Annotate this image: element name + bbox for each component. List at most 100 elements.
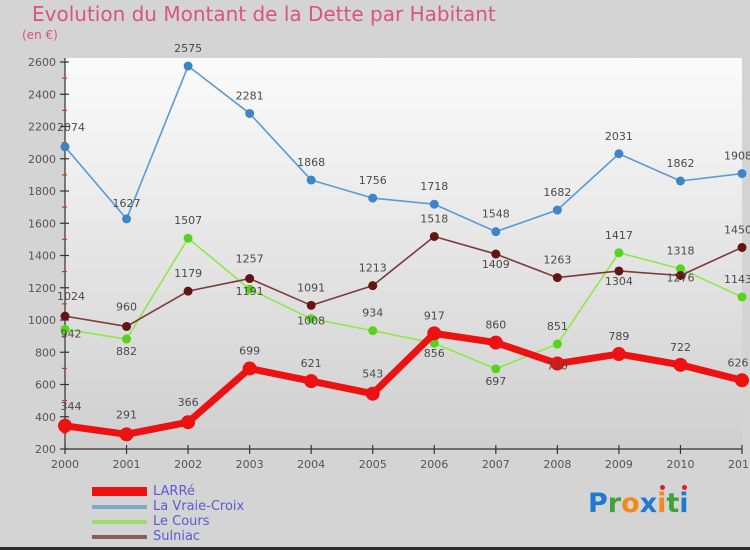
data-point[interactable] xyxy=(675,176,685,186)
data-label: 1257 xyxy=(236,253,264,266)
data-label: 1008 xyxy=(297,315,325,328)
data-point[interactable] xyxy=(119,427,134,442)
data-point[interactable] xyxy=(614,266,624,276)
data-label: 1213 xyxy=(359,262,387,275)
x-tick-label: 2003 xyxy=(236,458,264,471)
data-point[interactable] xyxy=(614,149,624,159)
data-point[interactable] xyxy=(675,270,685,280)
legend-item[interactable]: Sulniac xyxy=(92,529,392,544)
logo-letter: i xyxy=(679,488,689,519)
legend-swatch xyxy=(92,534,147,539)
legend-item[interactable]: La Vraie-Croix xyxy=(92,499,392,514)
data-label: 1179 xyxy=(174,267,202,280)
data-label: 1263 xyxy=(543,254,571,267)
series-line xyxy=(64,235,743,328)
x-tick-label: 2004 xyxy=(297,458,325,471)
legend-label: LARRé xyxy=(153,484,195,499)
data-point[interactable] xyxy=(242,361,257,376)
data-point[interactable] xyxy=(488,335,503,350)
data-label: 1908 xyxy=(724,150,750,163)
data-point[interactable] xyxy=(183,233,193,243)
data-point[interactable] xyxy=(60,324,70,334)
data-label: 621 xyxy=(301,357,322,370)
x-tick-label: 2008 xyxy=(543,458,571,471)
data-label: 722 xyxy=(670,341,691,354)
data-label: 1318 xyxy=(666,245,694,258)
legend-label: La Vraie-Croix xyxy=(153,499,245,514)
data-point[interactable] xyxy=(737,292,747,302)
data-label: 1862 xyxy=(666,157,694,170)
data-point[interactable] xyxy=(429,231,439,241)
data-point[interactable] xyxy=(368,193,378,203)
legend-label: Sulniac xyxy=(153,529,201,544)
data-point[interactable] xyxy=(245,274,255,284)
data-point[interactable] xyxy=(552,205,562,215)
data-point[interactable] xyxy=(304,374,319,389)
data-point[interactable] xyxy=(675,264,685,274)
data-point[interactable] xyxy=(181,415,196,430)
data-point[interactable] xyxy=(368,281,378,291)
data-label: 344 xyxy=(61,400,82,413)
data-point[interactable] xyxy=(737,242,747,252)
data-point[interactable] xyxy=(58,418,72,433)
data-label: 942 xyxy=(61,327,82,340)
data-point[interactable] xyxy=(365,386,380,401)
data-point[interactable] xyxy=(550,356,565,371)
data-point[interactable] xyxy=(306,175,316,185)
data-point[interactable] xyxy=(122,214,132,224)
data-point[interactable] xyxy=(60,311,70,321)
y-tick-label: 800 xyxy=(35,346,56,359)
y-tick-label: 200 xyxy=(35,443,56,456)
x-tick-label: 2007 xyxy=(482,458,510,471)
data-point[interactable] xyxy=(183,286,193,296)
data-point[interactable] xyxy=(614,248,624,258)
data-point[interactable] xyxy=(122,334,132,344)
data-point[interactable] xyxy=(611,347,626,362)
x-tick-label: 2011 xyxy=(728,458,750,471)
data-point[interactable] xyxy=(245,284,255,294)
line-chart: 200 400 600 800 1000 1200 1400 1600 1800 2000 2200… xyxy=(28,44,750,471)
series-sulniac xyxy=(60,231,747,331)
data-label: 1276 xyxy=(666,271,694,284)
data-label: 851 xyxy=(547,320,568,333)
x-tick-label: 2006 xyxy=(420,458,448,471)
data-point[interactable] xyxy=(735,373,749,388)
logo-letter: x xyxy=(639,488,658,519)
data-point[interactable] xyxy=(552,273,562,283)
data-label: 697 xyxy=(485,375,506,388)
data-point[interactable] xyxy=(673,357,688,372)
data-label: 789 xyxy=(608,330,629,343)
data-point[interactable] xyxy=(737,169,747,179)
data-label: 2074 xyxy=(57,121,85,134)
data-point[interactable] xyxy=(306,314,316,324)
data-label: 1409 xyxy=(482,258,510,271)
data-label: 934 xyxy=(362,307,383,320)
x-tick-label: 2009 xyxy=(605,458,633,471)
data-point[interactable] xyxy=(552,339,562,349)
data-point[interactable] xyxy=(122,321,132,331)
data-label: 1507 xyxy=(174,214,202,227)
data-point[interactable] xyxy=(427,326,442,341)
data-label: 1627 xyxy=(113,197,141,210)
data-label: 1143 xyxy=(724,273,750,286)
legend-item[interactable]: Le Cours xyxy=(92,514,392,529)
logo-letter: o xyxy=(621,488,640,519)
plot-background xyxy=(65,58,742,449)
logo-letter: i xyxy=(657,488,667,519)
data-point[interactable] xyxy=(429,338,439,348)
data-point[interactable] xyxy=(306,300,316,310)
data-point[interactable] xyxy=(183,61,193,71)
data-point[interactable] xyxy=(368,326,378,336)
x-tick-label: 2010 xyxy=(666,458,694,471)
data-point[interactable] xyxy=(60,142,70,152)
legend-item[interactable]: LARRé xyxy=(92,484,392,499)
data-point[interactable] xyxy=(491,364,501,374)
y-tick-label: 600 xyxy=(35,379,56,392)
chart-legend: LARRé La Vraie-Croix Le Cours Sulniac xyxy=(92,484,392,544)
data-point[interactable] xyxy=(491,227,501,237)
data-point[interactable] xyxy=(245,108,255,118)
x-tick-label: 2002 xyxy=(174,458,202,471)
data-point[interactable] xyxy=(429,199,439,209)
data-point[interactable] xyxy=(491,249,501,259)
data-label: 626 xyxy=(728,356,749,369)
